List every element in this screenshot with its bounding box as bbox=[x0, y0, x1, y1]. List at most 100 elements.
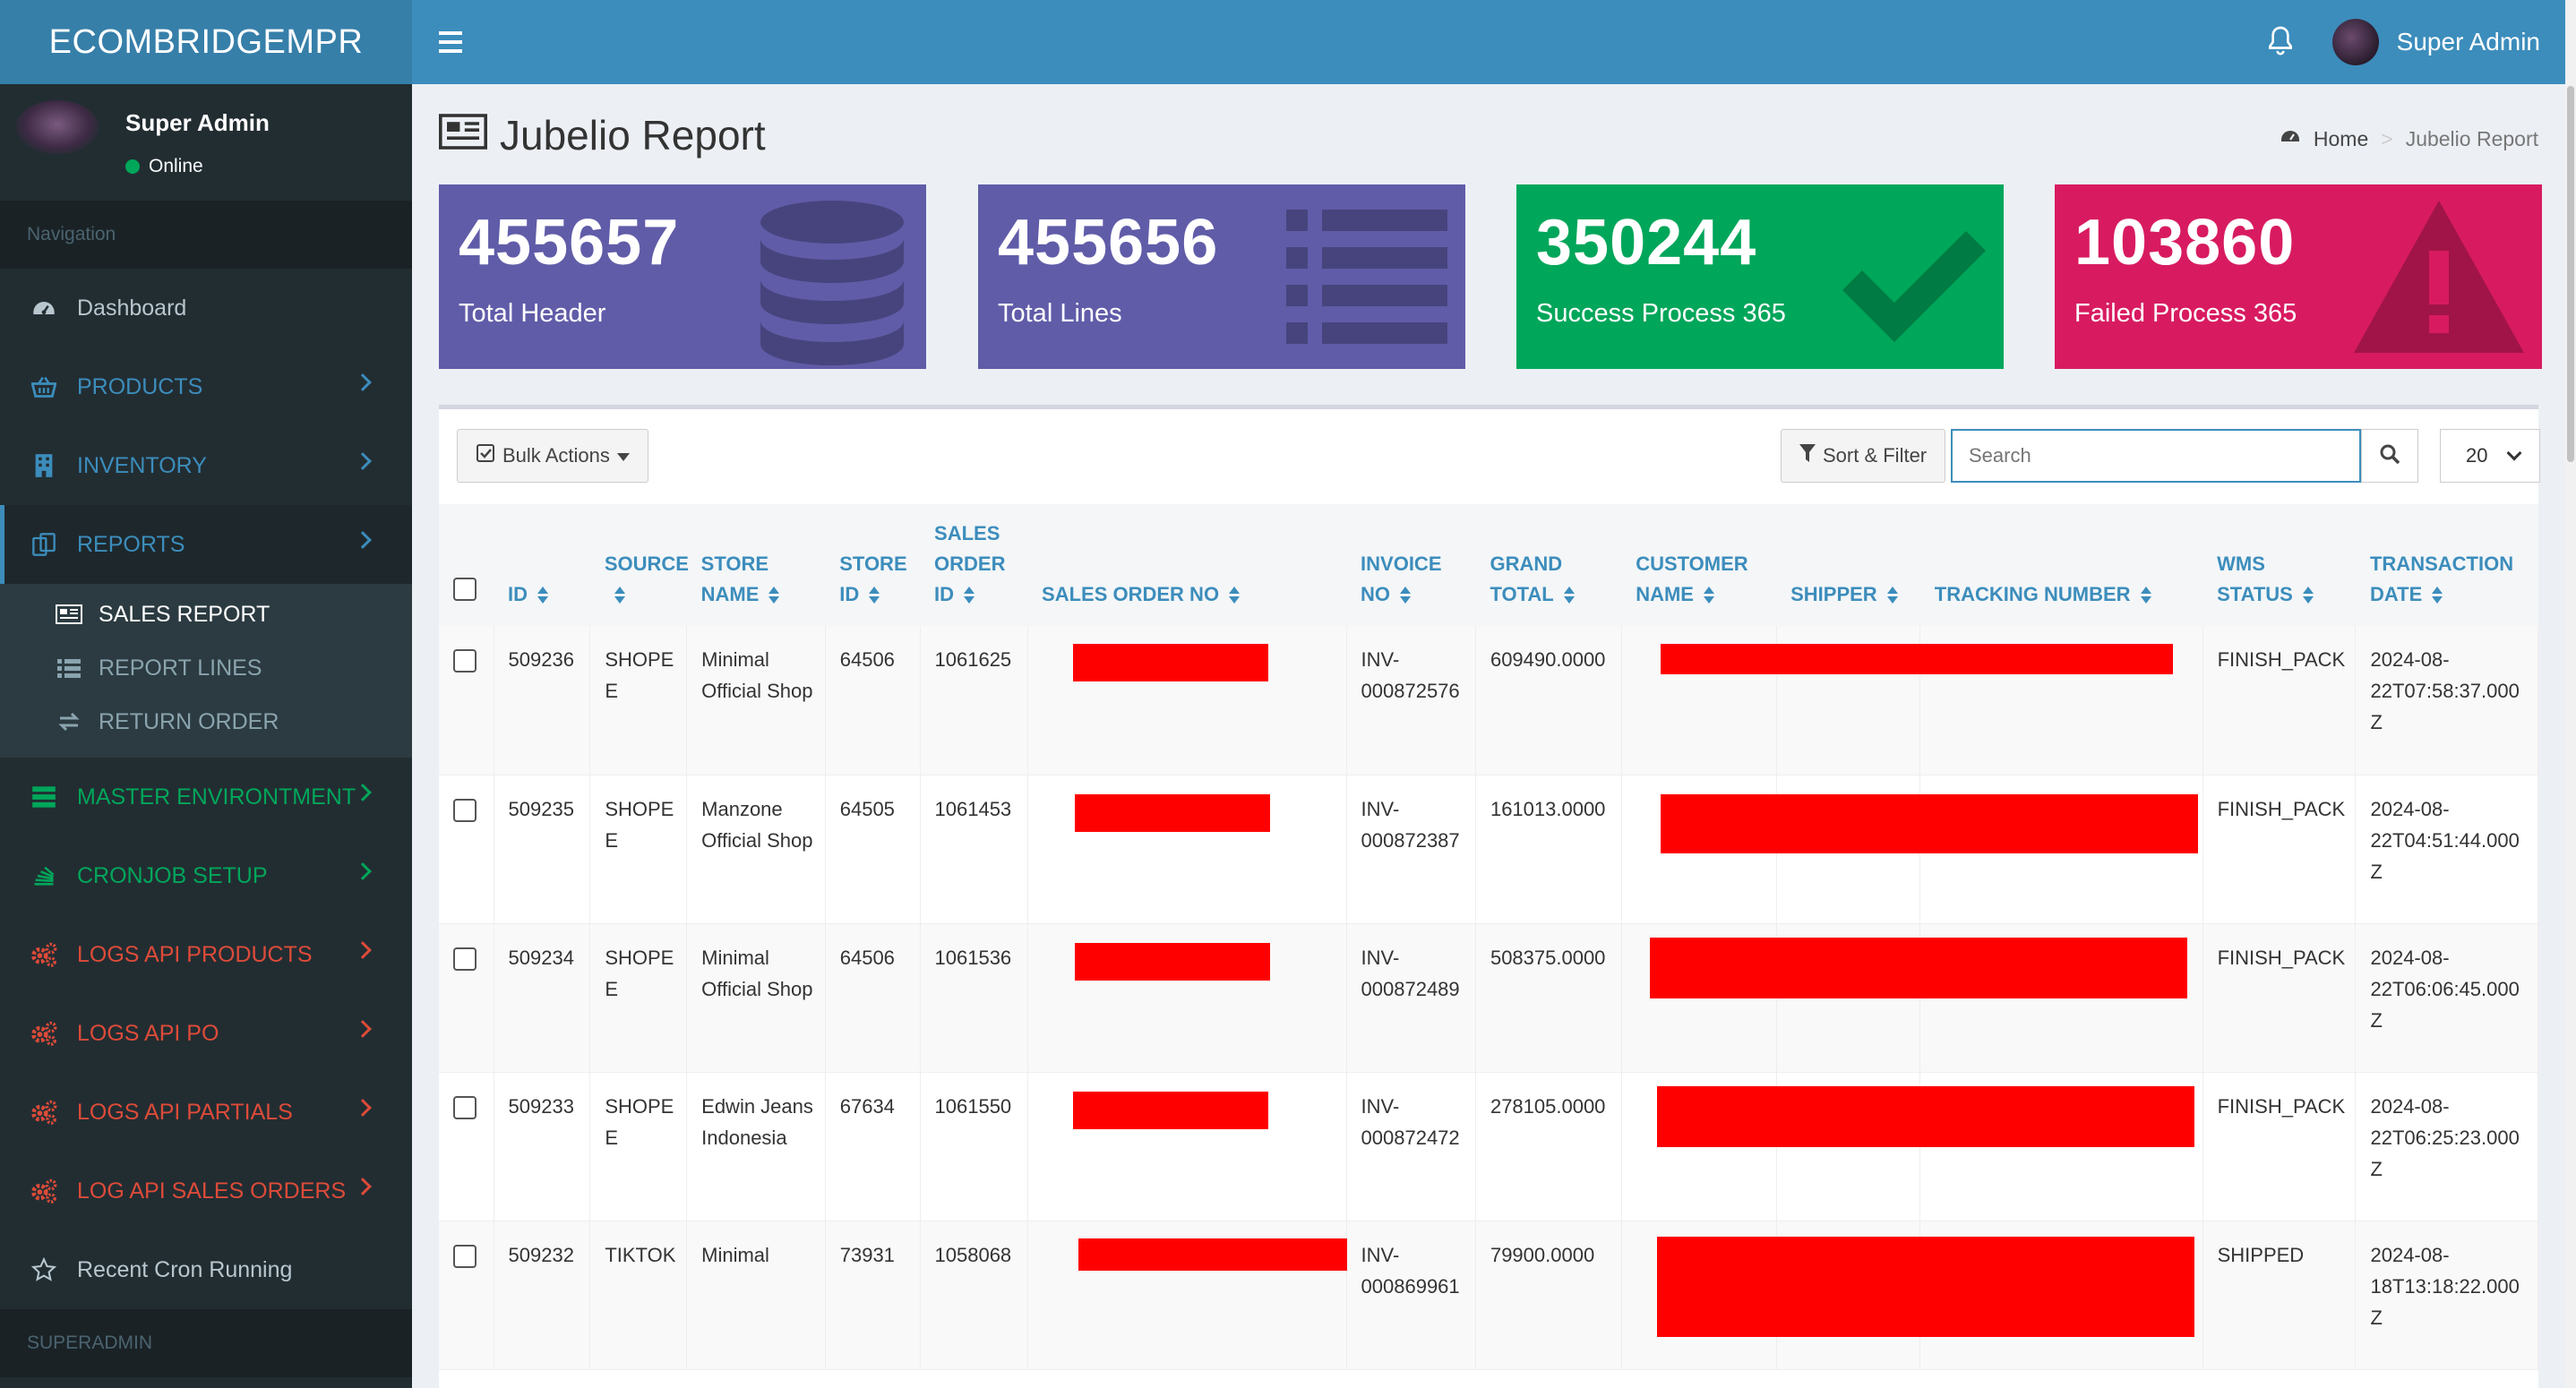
cogs-icon bbox=[30, 941, 57, 968]
col-store-id[interactable]: STORE ID bbox=[825, 504, 921, 626]
redaction-box bbox=[1073, 644, 1268, 681]
table-row[interactable]: 509233 SHOPEE Edwin Jeans Indonesia 6763… bbox=[439, 1072, 2538, 1221]
sidebar-item-cronjob-setup[interactable]: CRONJOB SETUP bbox=[0, 836, 412, 915]
sidebar-item-recent-cron[interactable]: Recent Cron Running bbox=[0, 1230, 412, 1309]
table-row[interactable]: 509236 SHOPEE Minimal Official Shop 6450… bbox=[439, 626, 2538, 775]
redaction-box bbox=[1073, 1092, 1268, 1129]
user-menu[interactable]: Super Admin bbox=[2331, 18, 2540, 66]
search-icon bbox=[2379, 443, 2400, 469]
cell-store-name: Minimal Official Shop bbox=[686, 626, 826, 775]
table-row[interactable]: 509232 TIKTOK Minimal 73931 1058068 INV-… bbox=[439, 1221, 2538, 1370]
app-logo[interactable]: ECOMBRIDGEMPR bbox=[0, 0, 412, 84]
stat-box-total-header: 455657 Total Header bbox=[439, 184, 926, 369]
online-status: Online bbox=[125, 156, 203, 177]
caret-down-icon bbox=[616, 444, 630, 467]
breadcrumb: Home > Jubelio Report bbox=[2280, 125, 2538, 152]
chevron-right-icon bbox=[354, 1020, 372, 1038]
sidebar-item-log-api-sales-orders[interactable]: LOG API SALES ORDERS bbox=[0, 1152, 412, 1230]
cell-wms-status: FINISH_PACK bbox=[2202, 626, 2357, 775]
sidebar-item-logs-api-po[interactable]: LOGS API PO bbox=[0, 994, 412, 1073]
page-size-select[interactable]: 20 bbox=[2440, 429, 2540, 483]
sidebar: Super Admin Online Navigation Dashboard … bbox=[0, 84, 412, 1388]
col-grand-total[interactable]: GRAND TOTAL bbox=[1475, 504, 1622, 626]
cell-store-id: 64505 bbox=[825, 775, 921, 924]
bulk-actions-button[interactable]: Bulk Actions bbox=[457, 429, 648, 483]
sidebar-item-dashboard[interactable]: Dashboard bbox=[0, 269, 412, 347]
sort-filter-button[interactable]: Sort & Filter bbox=[1781, 429, 1946, 483]
search-button[interactable] bbox=[2361, 429, 2418, 483]
cell-grand-total: 161013.0000 bbox=[1475, 775, 1622, 924]
cell-invoice-no: INV-000872489 bbox=[1346, 923, 1476, 1073]
exchange-icon bbox=[56, 710, 82, 733]
sort-icon bbox=[963, 587, 975, 604]
select-all-checkbox[interactable] bbox=[453, 578, 477, 601]
col-tracking-number[interactable]: TRACKING NUMBER bbox=[1919, 504, 2203, 626]
sort-icon bbox=[1228, 587, 1241, 604]
cell-invoice-no: INV-000869961 bbox=[1346, 1221, 1476, 1370]
cell-source: SHOPEE bbox=[589, 626, 688, 775]
row-checkbox[interactable] bbox=[453, 798, 477, 822]
col-invoice-no[interactable]: INVOICE NO bbox=[1346, 504, 1476, 626]
col-wms-status[interactable]: WMS STATUS bbox=[2202, 504, 2356, 626]
col-shipper[interactable]: SHIPPER bbox=[1776, 504, 1920, 626]
row-checkbox[interactable] bbox=[453, 1244, 477, 1268]
table-row[interactable]: 509235 SHOPEE Manzone Official Shop 6450… bbox=[439, 775, 2538, 924]
page-scrollbar[interactable] bbox=[2565, 0, 2576, 1388]
col-id[interactable]: ID bbox=[494, 504, 590, 626]
nav-header: Navigation bbox=[0, 201, 412, 269]
cell-store-id: 73931 bbox=[825, 1221, 921, 1370]
cell-id: 509233 bbox=[494, 1072, 591, 1221]
star-icon bbox=[30, 1256, 57, 1283]
sort-icon bbox=[1703, 587, 1715, 604]
breadcrumb-current: Jubelio Report bbox=[2405, 126, 2538, 150]
redaction-box bbox=[1657, 1237, 2194, 1337]
sidebar-subitem-return-order[interactable]: RETURN ORDER bbox=[0, 695, 412, 749]
col-transaction-date[interactable]: TRANSACTION DATE bbox=[2355, 504, 2538, 626]
user-panel: Super Admin Online bbox=[0, 84, 412, 201]
cell-sales-order-id: 1061550 bbox=[920, 1072, 1028, 1221]
sidebar-item-logs-api-partials[interactable]: LOGS API PARTIALS bbox=[0, 1073, 412, 1152]
sidebar-subitem-report-lines[interactable]: REPORT LINES bbox=[0, 641, 412, 695]
newspaper-icon bbox=[439, 111, 487, 159]
sort-icon bbox=[1399, 587, 1412, 604]
sidebar-item-inventory[interactable]: INVENTORY bbox=[0, 426, 412, 505]
newspaper-icon bbox=[56, 603, 82, 626]
cell-wms-status: FINISH_PACK bbox=[2202, 1072, 2357, 1221]
search-input[interactable] bbox=[1951, 429, 2361, 483]
filter-icon bbox=[1799, 444, 1816, 467]
sidebar-item-products[interactable]: PRODUCTS bbox=[0, 347, 412, 426]
row-checkbox[interactable] bbox=[453, 947, 477, 971]
stat-label: Total Lines bbox=[998, 299, 1122, 328]
chevron-right-icon bbox=[354, 1099, 372, 1117]
avatar bbox=[16, 100, 99, 154]
col-source[interactable]: SOURCE bbox=[589, 504, 689, 626]
sidebar-item-logs-api-products[interactable]: LOGS API PRODUCTS bbox=[0, 915, 412, 994]
redaction-box bbox=[1075, 943, 1270, 981]
report-table: ID SOURCE STORE NAME STORE ID SALES ORDER ID… bbox=[439, 504, 2538, 1370]
sidebar-item-reports[interactable]: REPORTS bbox=[0, 505, 412, 584]
sidebar-toggle-icon[interactable] bbox=[439, 24, 475, 60]
sort-icon bbox=[2140, 587, 2152, 604]
col-sales-order-no[interactable]: SALES ORDER NO bbox=[1027, 504, 1347, 626]
list-icon bbox=[1286, 210, 1447, 348]
check-square-icon bbox=[476, 443, 495, 468]
sidebar-subitem-sales-report[interactable]: SALES REPORT bbox=[0, 587, 412, 641]
cogs-icon bbox=[30, 1099, 57, 1126]
cell-transaction-date: 2024-08-22T06:25:23.000Z bbox=[2355, 1072, 2538, 1221]
row-checkbox[interactable] bbox=[453, 649, 477, 673]
cell-store-id: 64506 bbox=[825, 923, 921, 1073]
cell-store-id: 67634 bbox=[825, 1072, 921, 1221]
breadcrumb-separator: > bbox=[2381, 126, 2393, 150]
notification-bell-icon[interactable] bbox=[2263, 23, 2298, 59]
stat-label: Total Header bbox=[459, 299, 606, 328]
breadcrumb-home-link[interactable]: Home bbox=[2313, 126, 2369, 150]
row-checkbox[interactable] bbox=[453, 1095, 477, 1119]
stat-box-total-lines: 455656 Total Lines bbox=[978, 184, 1465, 369]
col-store-name[interactable]: STORE NAME bbox=[686, 504, 826, 626]
table-row[interactable]: 509234 SHOPEE Minimal Official Shop 6450… bbox=[439, 923, 2538, 1073]
col-customer-name[interactable]: CUSTOMER NAME bbox=[1621, 504, 1777, 626]
col-sales-order-id[interactable]: SALES ORDER ID bbox=[920, 504, 1028, 626]
cell-sales-order-id: 1061625 bbox=[920, 626, 1028, 775]
sidebar-item-master-environment[interactable]: MASTER ENVIRONTMENT bbox=[0, 758, 412, 836]
sort-icon bbox=[614, 587, 626, 604]
